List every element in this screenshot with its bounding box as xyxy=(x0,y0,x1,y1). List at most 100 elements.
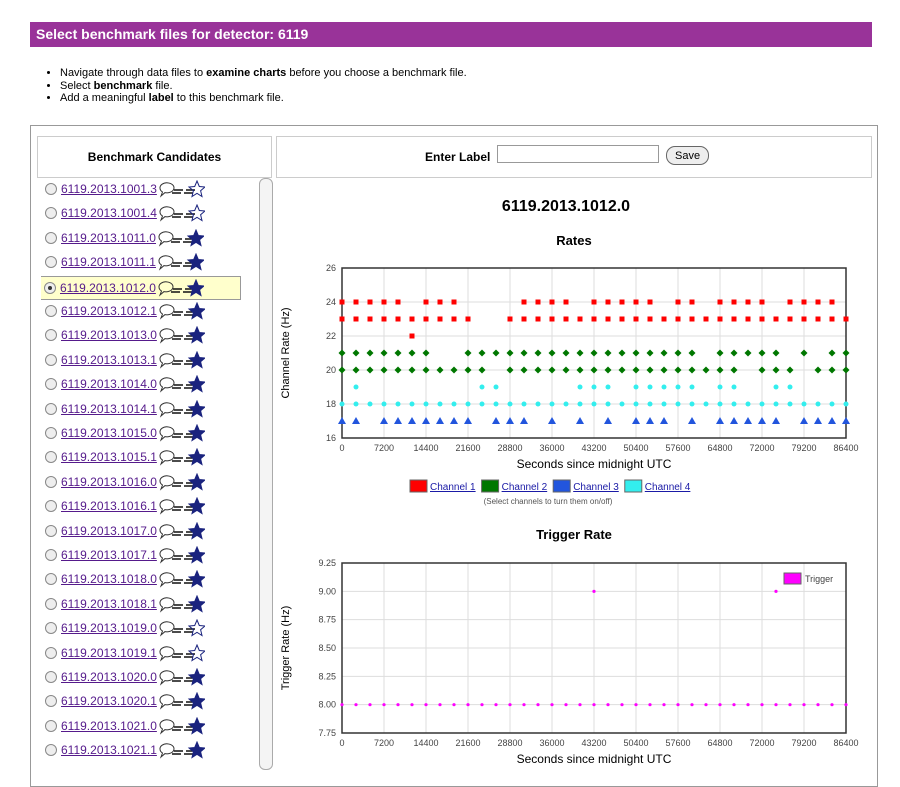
radio-button[interactable] xyxy=(45,695,57,708)
file-link[interactable]: 6119.2013.1001.4 xyxy=(61,206,157,221)
radio-button[interactable] xyxy=(45,622,57,635)
file-icons[interactable] xyxy=(157,302,205,320)
point xyxy=(760,703,764,707)
file-icons[interactable] xyxy=(157,375,205,393)
radio-button[interactable] xyxy=(45,475,57,488)
radio-button[interactable] xyxy=(45,402,57,415)
radio-button[interactable] xyxy=(45,573,57,586)
radio-button[interactable] xyxy=(45,353,57,366)
file-icons[interactable] xyxy=(157,180,205,198)
point xyxy=(465,401,471,407)
label-input[interactable] xyxy=(497,145,659,163)
radio-button[interactable] xyxy=(44,281,56,294)
file-link[interactable]: 6119.2013.1013.0 xyxy=(61,328,157,343)
point xyxy=(816,703,820,707)
file-link[interactable]: 6119.2013.1011.1 xyxy=(61,255,156,270)
x-tick-label: 0 xyxy=(339,738,344,748)
scrollbar[interactable] xyxy=(259,178,273,770)
instruction: Navigate through data files to examine c… xyxy=(60,67,467,80)
file-link[interactable]: 6119.2013.1017.1 xyxy=(61,548,157,562)
radio-button[interactable] xyxy=(45,597,57,610)
point xyxy=(646,349,654,357)
legend-swatch[interactable] xyxy=(409,479,428,493)
file-link[interactable]: 6119.2013.1011.0 xyxy=(61,230,156,245)
legend-label[interactable]: Channel 2 xyxy=(502,482,548,493)
file-icons[interactable] xyxy=(157,448,205,467)
legend-label[interactable]: Channel 4 xyxy=(645,482,691,493)
point xyxy=(689,299,695,305)
point xyxy=(633,299,639,305)
save-button[interactable]: Save xyxy=(666,146,710,165)
file-icons[interactable] xyxy=(157,692,205,711)
point xyxy=(408,349,416,357)
radio-button[interactable] xyxy=(45,329,57,342)
radio-button[interactable] xyxy=(45,719,57,732)
file-icons[interactable] xyxy=(157,204,205,223)
file-link[interactable]: 6119.2013.1020.1 xyxy=(61,694,157,709)
file-link[interactable]: 6119.2013.1019.1 xyxy=(61,645,157,660)
file-icons[interactable] xyxy=(157,497,205,515)
file-icons[interactable] xyxy=(157,424,205,442)
file-icons[interactable] xyxy=(157,472,205,491)
file-link[interactable]: 6119.2013.1001.3 xyxy=(61,182,157,196)
file-icons[interactable] xyxy=(157,350,205,369)
radio-button[interactable] xyxy=(45,500,57,513)
file-link[interactable]: 6119.2013.1021.0 xyxy=(61,718,157,733)
file-link[interactable]: 6119.2013.1013.1 xyxy=(61,352,157,367)
file-link[interactable]: 6119.2013.1016.0 xyxy=(61,474,157,489)
point xyxy=(367,316,373,322)
file-icons[interactable] xyxy=(156,278,204,297)
legend-label[interactable]: Channel 3 xyxy=(573,482,619,493)
file-link[interactable]: 6119.2013.1018.1 xyxy=(61,596,157,611)
file-icons[interactable] xyxy=(157,399,205,418)
file-icons[interactable] xyxy=(157,643,205,662)
file-icons[interactable] xyxy=(157,668,205,686)
file-link[interactable]: 6119.2013.1012.1 xyxy=(61,304,157,318)
file-icons[interactable] xyxy=(157,741,205,759)
radio-button[interactable] xyxy=(45,427,57,439)
file-link[interactable]: 6119.2013.1020.0 xyxy=(61,670,157,684)
file-icons[interactable] xyxy=(157,521,205,540)
point xyxy=(648,703,652,707)
radio-button[interactable] xyxy=(45,207,57,220)
radio-button[interactable] xyxy=(45,549,57,561)
file-link[interactable]: 6119.2013.1021.1 xyxy=(61,743,157,758)
legend-swatch[interactable] xyxy=(624,479,643,493)
file-icons[interactable] xyxy=(156,228,204,247)
file-link[interactable]: 6119.2013.1016.1 xyxy=(61,499,157,514)
file-icons[interactable] xyxy=(157,546,205,564)
legend-swatch[interactable] xyxy=(552,479,571,493)
radio-button[interactable] xyxy=(45,183,57,195)
file-link[interactable]: 6119.2013.1014.1 xyxy=(61,401,157,416)
point xyxy=(436,417,444,424)
radio-button[interactable] xyxy=(45,305,57,317)
radio-button[interactable] xyxy=(45,671,57,683)
file-icons[interactable] xyxy=(156,253,204,271)
file-link[interactable]: 6119.2013.1019.0 xyxy=(61,621,157,636)
file-link[interactable]: 6119.2013.1012.0 xyxy=(60,280,156,295)
legend-swatch[interactable] xyxy=(481,479,500,493)
file-icons[interactable] xyxy=(157,594,205,613)
file-link[interactable]: 6119.2013.1017.0 xyxy=(61,523,157,538)
file-icons[interactable] xyxy=(157,619,205,637)
radio-button[interactable] xyxy=(45,524,57,537)
radio-button[interactable] xyxy=(45,231,57,244)
point xyxy=(688,417,696,424)
radio-button[interactable] xyxy=(45,256,57,269)
radio-button[interactable] xyxy=(45,646,57,659)
x-tick-label: 86400 xyxy=(833,738,858,748)
file-link[interactable]: 6119.2013.1018.0 xyxy=(61,572,157,587)
file-icons[interactable] xyxy=(157,326,205,345)
point xyxy=(534,349,542,357)
file-link[interactable]: 6119.2013.1014.0 xyxy=(61,377,157,392)
radio-button[interactable] xyxy=(45,744,57,757)
y-tick-label: 24 xyxy=(326,297,336,307)
radio-button[interactable] xyxy=(45,451,57,464)
file-icons[interactable] xyxy=(157,716,205,735)
file-icons[interactable] xyxy=(157,570,205,589)
legend-label[interactable]: Channel 1 xyxy=(430,482,476,493)
file-link[interactable]: 6119.2013.1015.0 xyxy=(61,426,157,440)
file-link[interactable]: 6119.2013.1015.1 xyxy=(61,450,157,465)
point xyxy=(618,366,626,374)
radio-button[interactable] xyxy=(45,378,57,391)
